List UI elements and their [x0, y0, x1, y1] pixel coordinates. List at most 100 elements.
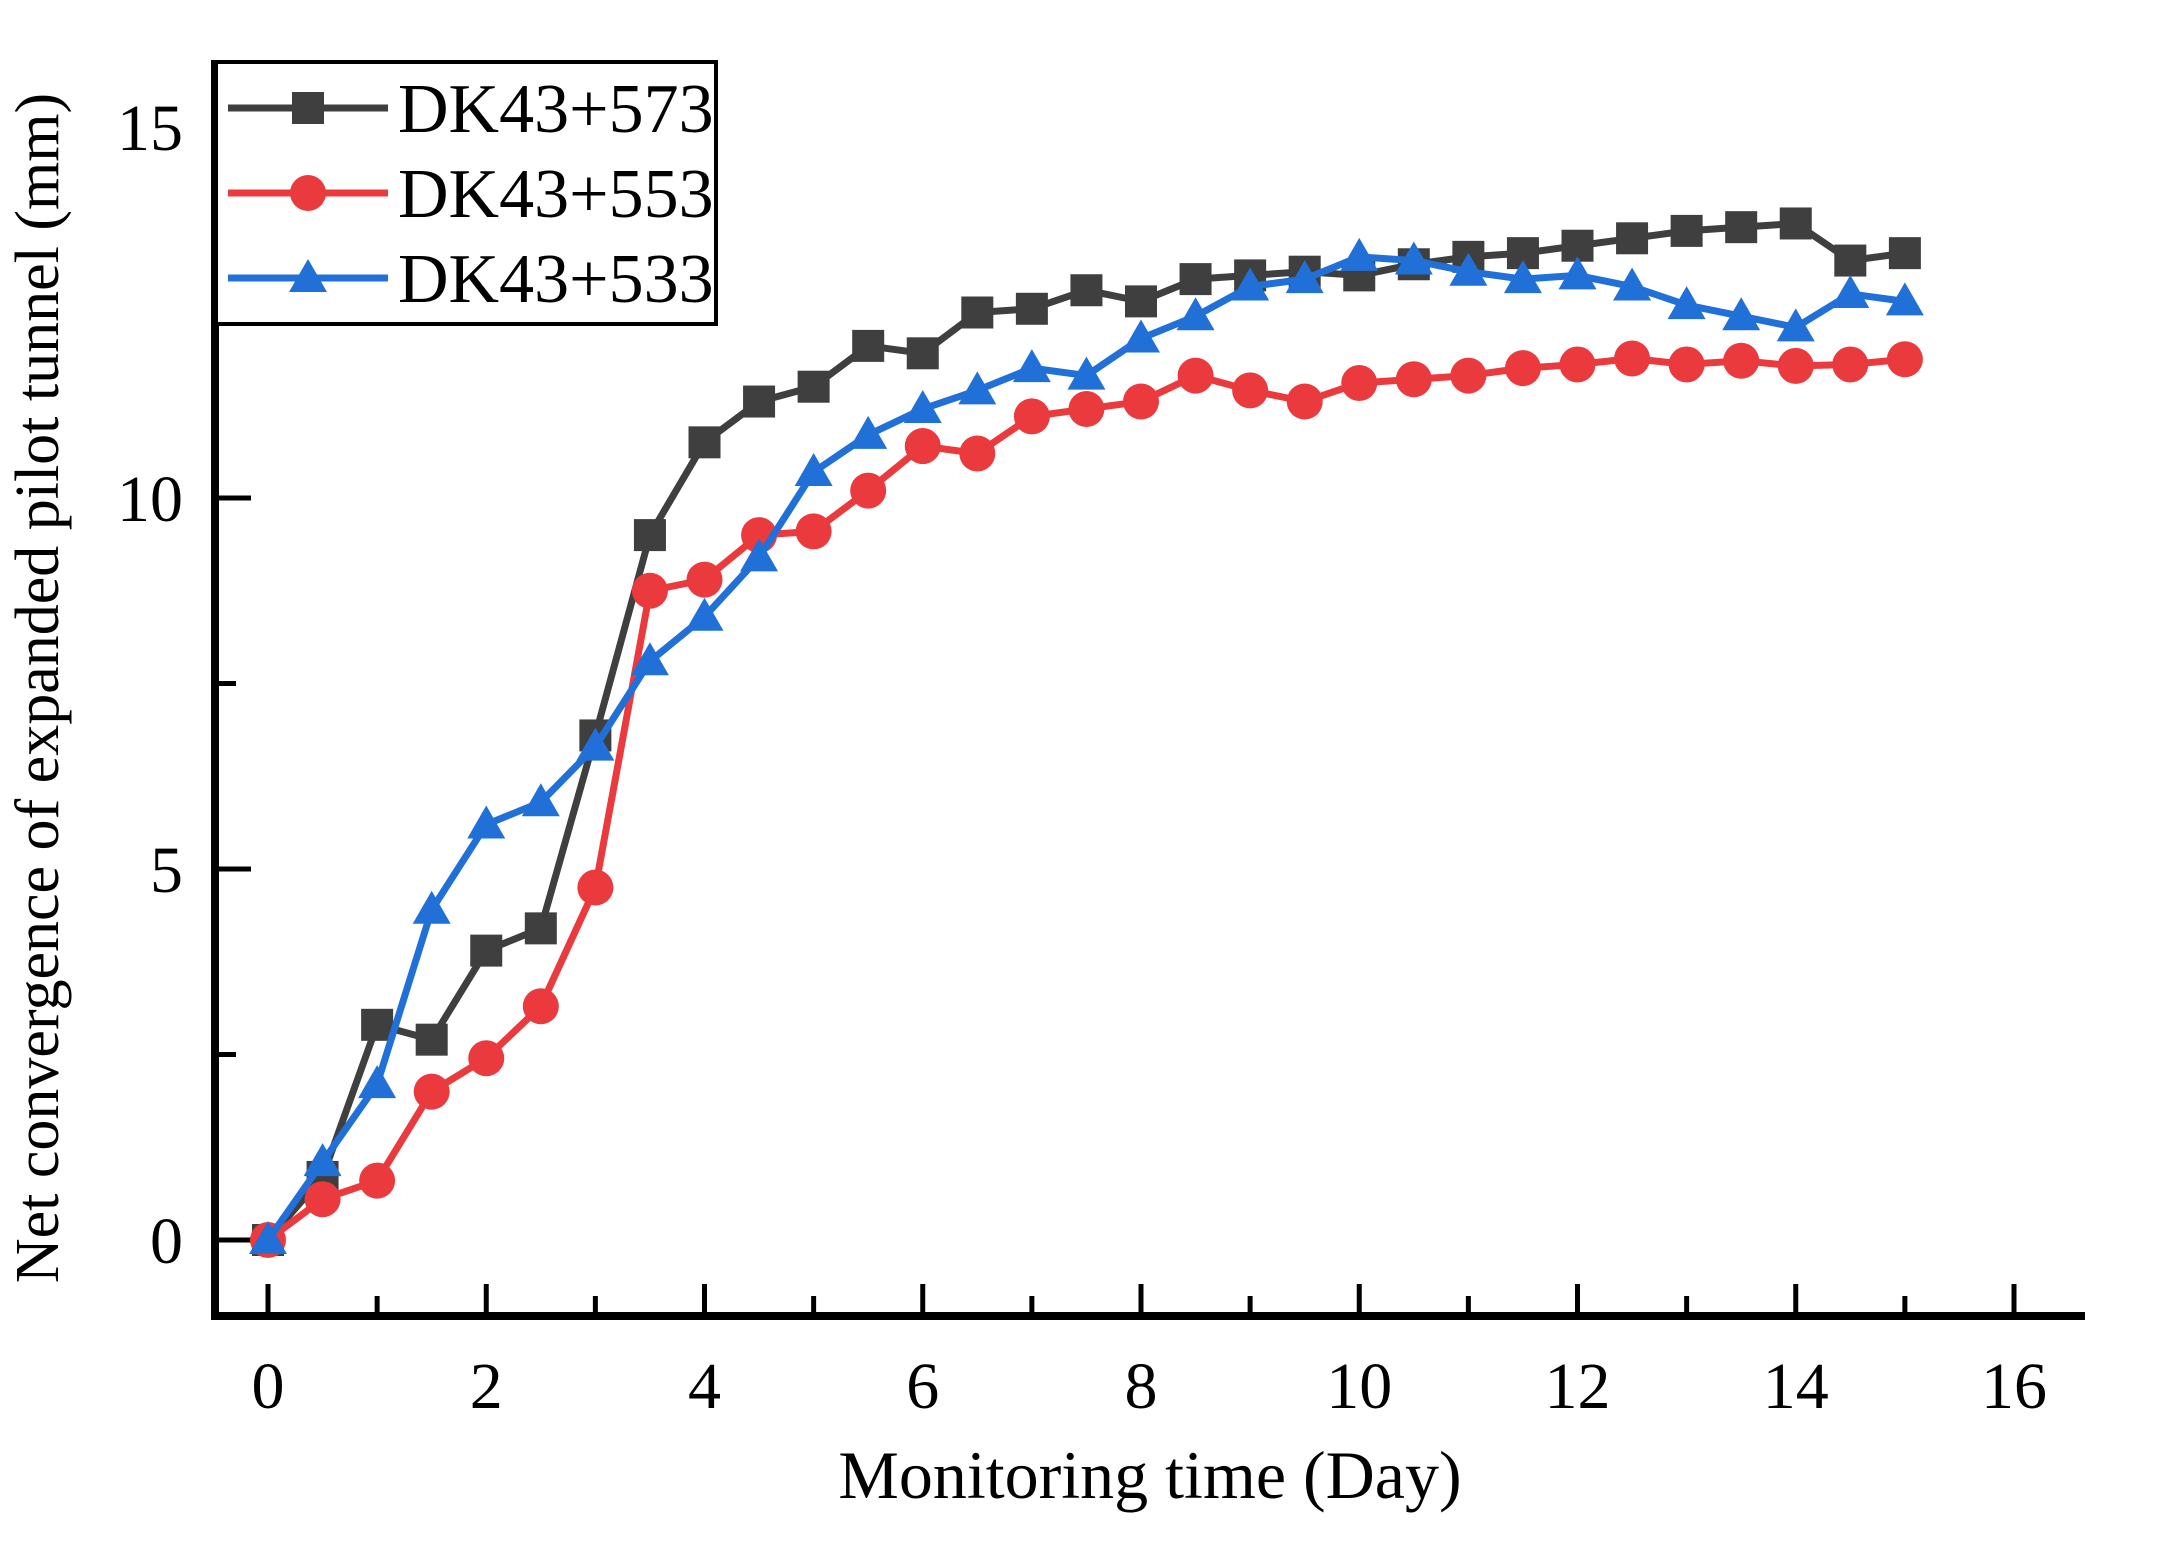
data-point-marker: [1285, 260, 1324, 294]
data-point-marker: [1232, 372, 1269, 409]
series-line: [264, 355, 1909, 1244]
data-point-marker: [1231, 267, 1270, 301]
y-tick-label: 15: [117, 92, 183, 165]
data-point-marker: [795, 513, 832, 550]
y-axis-title: Net convergence of expanded pilot tunnel…: [4, 93, 72, 1283]
data-point-marker: [1613, 267, 1652, 301]
data-point-marker: [1067, 356, 1106, 390]
series-DK43+553: [250, 340, 1923, 1258]
data-point-marker: [961, 296, 994, 329]
data-point-marker: [576, 727, 615, 761]
data-point-marker: [358, 1065, 397, 1099]
legend: DK43+573 DK43+553 DK43+533: [214, 60, 718, 326]
legend-item: DK43+553: [228, 156, 714, 233]
data-point-marker: [1831, 274, 1870, 308]
data-point-marker: [415, 1023, 448, 1056]
x-ticks: 0 2 4 6 8 10 12 14 16: [252, 1284, 2047, 1423]
data-point-marker: [522, 988, 559, 1025]
data-point-marker: [468, 1040, 505, 1077]
data-point-marker: [852, 329, 885, 362]
data-point-marker: [906, 337, 939, 370]
x-tick-label: 0: [252, 1350, 285, 1423]
data-point-marker: [361, 1008, 394, 1041]
x-tick-label: 2: [470, 1350, 503, 1423]
legend-item: DK43+533: [228, 241, 714, 318]
legend-sample-marker: [289, 259, 327, 292]
data-point-marker: [521, 783, 560, 817]
y-tick-label: 10: [117, 463, 183, 536]
data-point-marker: [1122, 319, 1160, 353]
data-point-marker: [1777, 347, 1814, 384]
data-point-marker: [1177, 357, 1214, 394]
data-point-marker: [1015, 292, 1048, 325]
legend-sample-marker: [292, 92, 324, 124]
data-point-marker: [412, 890, 451, 924]
data-point-marker: [743, 385, 776, 418]
x-tick-label: 6: [906, 1350, 939, 1423]
data-point-marker: [1834, 244, 1867, 277]
data-point-marker: [1668, 346, 1705, 383]
data-point-marker: [1616, 222, 1649, 255]
data-point-marker: [1667, 286, 1706, 320]
data-point-marker: [1776, 308, 1815, 342]
data-point-marker: [1176, 297, 1215, 331]
data-point-marker: [1286, 383, 1323, 420]
data-point-marker: [1670, 214, 1703, 247]
data-point-marker: [958, 371, 997, 405]
legend-sample-marker: [290, 175, 326, 211]
data-point-marker: [1503, 260, 1542, 294]
data-point-marker: [1068, 390, 1105, 427]
data-point-marker: [1779, 207, 1812, 240]
x-tick-label: 12: [1545, 1350, 1611, 1423]
data-point-marker: [524, 912, 557, 945]
data-point-marker: [1123, 383, 1159, 420]
data-point-marker: [633, 519, 666, 552]
data-point-marker: [1179, 263, 1212, 296]
data-point-marker: [1125, 285, 1157, 318]
x-tick-label: 10: [1326, 1350, 1392, 1423]
series-DK43+533: [249, 237, 1924, 1254]
legend-label: DK43+573: [398, 71, 714, 148]
legend-label: DK43+533: [398, 241, 714, 318]
data-point-marker: [1449, 252, 1488, 286]
data-point-marker: [903, 389, 942, 423]
x-tick-label: 4: [688, 1350, 721, 1423]
data-point-marker: [249, 1221, 287, 1254]
data-point-marker: [1012, 349, 1051, 383]
data-point-marker: [359, 1162, 396, 1199]
data-point-marker: [1013, 398, 1050, 435]
data-point-marker: [685, 597, 724, 631]
data-point-marker: [1340, 237, 1379, 271]
y-tick-label: 0: [150, 1205, 183, 1278]
data-point-marker: [959, 435, 996, 472]
y-tick-label: 5: [150, 834, 183, 907]
data-point-marker: [688, 426, 721, 459]
data-point-marker: [630, 642, 669, 676]
data-point-marker: [797, 370, 830, 403]
data-point-marker: [303, 1143, 342, 1177]
x-axis-title: Monitoring time (Day): [838, 1437, 1461, 1513]
data-point-marker: [631, 572, 668, 609]
data-point-marker: [904, 428, 941, 465]
data-point-marker: [304, 1181, 341, 1218]
data-point-marker: [470, 934, 503, 967]
data-point-marker: [1504, 350, 1541, 387]
x-tick-label: 8: [1125, 1350, 1158, 1423]
data-point-marker: [1725, 211, 1758, 244]
data-point-marker: [1722, 297, 1761, 331]
data-point-marker: [1888, 237, 1921, 270]
x-tick-label: 14: [1763, 1350, 1829, 1423]
data-point-marker: [1886, 341, 1923, 378]
data-point-marker: [1559, 346, 1596, 383]
data-point-marker: [467, 805, 506, 839]
data-point-marker: [686, 561, 723, 598]
data-point-marker: [1450, 357, 1487, 394]
data-point-marker: [1341, 364, 1378, 401]
data-point-marker: [849, 415, 888, 449]
legend-label: DK43+553: [398, 156, 714, 233]
data-point-marker: [740, 538, 779, 572]
data-point-marker: [1561, 229, 1594, 262]
data-point-marker: [1614, 340, 1651, 377]
